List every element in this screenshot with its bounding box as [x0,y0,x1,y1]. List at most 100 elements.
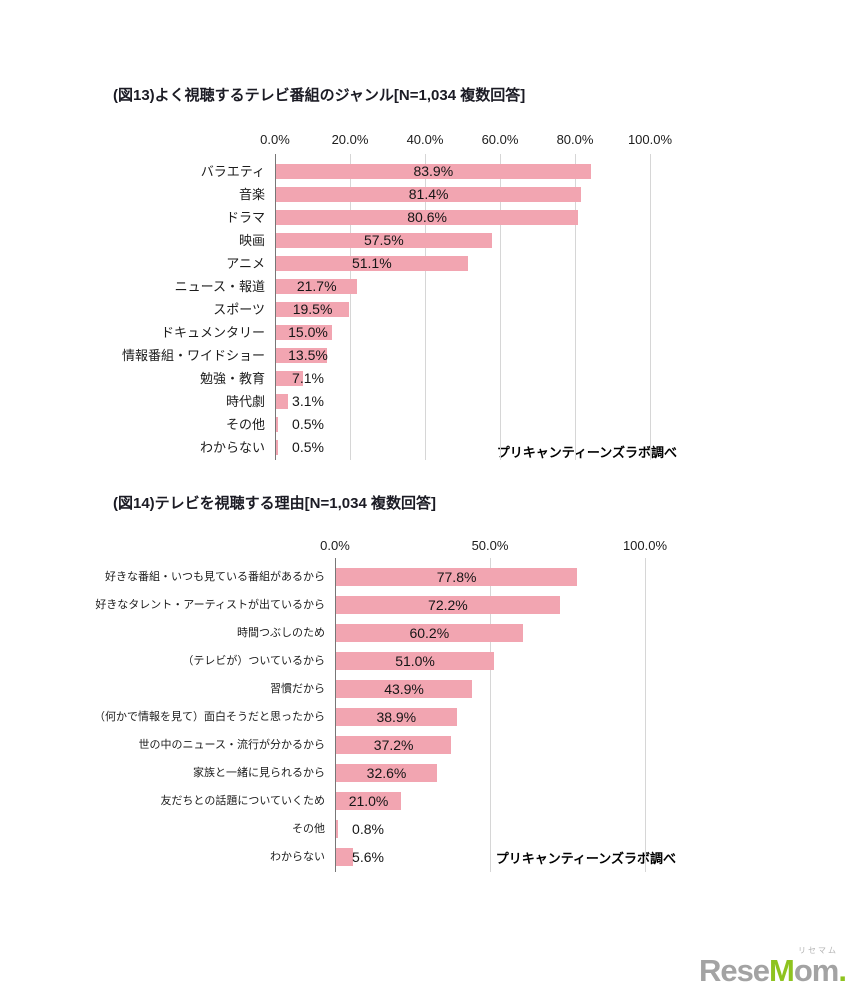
source-note: プリキャンティーンズラボ調べ [495,851,676,866]
bar [276,325,333,340]
bar-value-label: 38.9% [376,709,417,725]
bar-value-label: 72.2% [428,597,468,613]
category-label: わからない [270,851,325,863]
bar [336,764,438,782]
category-label: 勉強・教育 [199,371,265,386]
bar [336,624,523,642]
category-label: （テレビが）ついているから [182,655,325,667]
bar [276,164,591,179]
category-label: 時間つぶしのため [237,627,325,639]
bar [336,820,339,838]
bar-value-label: 32.6% [366,765,407,781]
x-axis-tick-label: 100.0% [622,538,668,553]
x-axis-tick-label: 0.0% [320,538,350,553]
bar-value-label: 3.1% [292,393,324,409]
category-label: 家族と一緒に見られるから [193,767,325,779]
category-label: 映画 [238,233,265,248]
bar-value-label: 81.4% [408,186,449,202]
resemom-logo: リセマム ReseMom. [698,945,847,988]
category-label: わからない [199,440,265,455]
category-label: その他 [292,823,325,835]
bar [336,708,457,726]
chart-title: (図14)テレビを視聴する理由[N=1,034 複数回答] [113,495,436,512]
bar-value-label: 83.9% [413,163,454,179]
category-label: スポーツ [213,302,265,317]
category-label: ドキュメンタリー [160,325,265,340]
bar [336,652,495,670]
resemom-logo-text-part: M [769,953,795,988]
category-label: バラエティ [200,164,265,179]
bar-value-label: 37.2% [373,737,414,753]
bar [276,256,468,271]
category-label: （何かで情報を見て）面白そうだと思ったから [94,711,325,723]
category-label: ドラマ [225,210,265,225]
x-axis-tick-label: 50.0% [471,538,509,553]
resemom-logo-text-part: Rese [698,953,770,988]
bar [276,371,303,386]
x-axis-tick-label: 80.0% [556,132,594,147]
bar [276,210,579,225]
chart-figure13-tv-genres: (図13)よく視聴するテレビ番組のジャンル[N=1,034 複数回答] プリキャ… [0,84,864,480]
category-label: 情報番組・ワイドショー [121,348,265,363]
bar-value-label: 51.0% [395,653,435,669]
bar-value-label: 0.5% [292,439,324,455]
bar [276,187,582,202]
bar-value-label: 60.2% [409,625,450,641]
bar-value-label: 21.7% [296,278,337,294]
bar [276,302,350,317]
bar-value-label: 77.8% [436,569,477,585]
bar-value-label: 7.1% [292,370,324,386]
gridline [425,154,426,460]
bar-value-label: 5.6% [352,849,384,865]
bar-value-label: 21.0% [348,793,389,809]
category-label: 世の中のニュース・流行が分かるから [138,739,325,751]
bar [276,417,278,432]
bar [336,792,402,810]
bar-value-label: 0.8% [352,821,384,837]
bar-value-label: 0.5% [292,416,324,432]
bar-value-label: 57.5% [363,232,404,248]
category-label: 習慣だから [270,683,325,695]
gridline [645,558,646,872]
resemom-logo-text: ReseMom. [698,953,847,988]
x-axis-tick-label: 0.0% [260,132,290,147]
resemom-logo-text-part: . [838,953,847,988]
bar [276,233,492,248]
bar-value-label: 80.6% [407,209,447,225]
x-axis-tick-label: 60.0% [481,132,519,147]
gridline [490,558,491,872]
category-label: アニメ [226,256,265,271]
bar-value-label: 19.5% [292,301,333,317]
x-axis-tick-label: 100.0% [627,132,673,147]
bar [336,596,560,614]
bar-value-label: 15.0% [288,324,328,340]
category-label: 友だちとの話題についていくため [160,795,325,807]
bar [336,848,354,866]
bar [276,394,288,409]
y-axis-line [275,154,276,460]
category-label: 時代劇 [225,394,265,409]
category-label: ニュース・報道 [174,279,265,294]
category-label: その他 [225,417,265,432]
resemom-logo-ruby-text: リセマム [798,946,838,955]
category-label: 好きな番組・いつも見ている番組があるから [105,571,325,583]
bar-value-label: 43.9% [384,681,424,697]
bar [276,279,358,294]
gridline [575,154,576,460]
chart-figure14-tv-reasons: (図14)テレビを視聴する理由[N=1,034 複数回答] プリキャンティーンズ… [0,488,864,888]
bar-value-label: 13.5% [288,347,328,363]
gridline [650,154,651,460]
x-axis-tick-label: 20.0% [331,132,369,147]
chart-title: (図13)よく視聴するテレビ番組のジャンル[N=1,034 複数回答] [113,87,526,104]
bar [336,680,473,698]
bar-value-label: 51.1% [351,255,392,271]
bar [336,568,578,586]
y-axis-line [335,558,336,872]
category-label: 好きなタレント・アーティストが出ているから [95,599,325,611]
gridline [500,154,501,460]
category-label: 音楽 [238,187,265,202]
x-axis-tick-label: 40.0% [406,132,444,147]
source-note: プリキャンティーンズラボ調べ [496,445,677,460]
bar [336,736,452,754]
